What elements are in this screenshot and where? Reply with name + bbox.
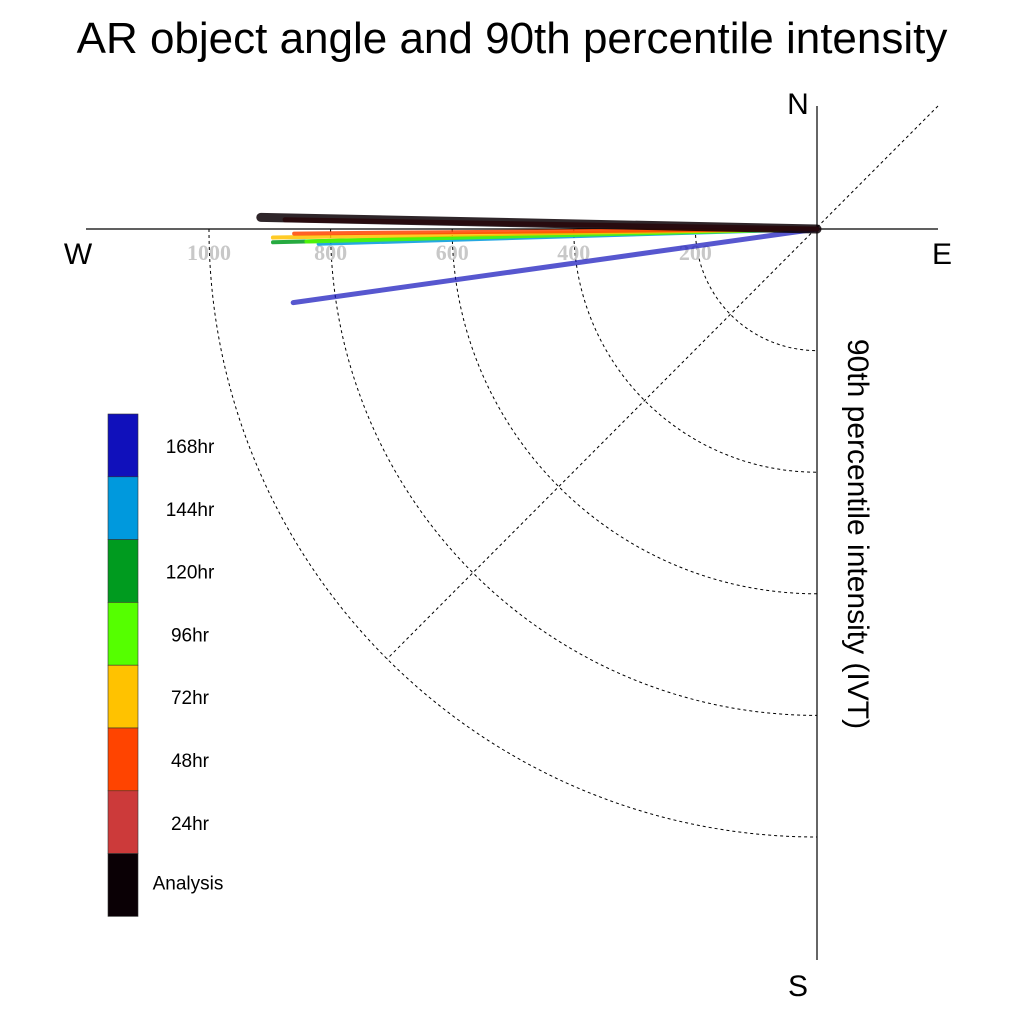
grid-arc	[208, 228, 818, 838]
legend-swatch-24hr	[107, 790, 139, 854]
radial-tick-label: 600	[436, 240, 469, 265]
legend-label-analysis: Analysis	[153, 874, 224, 895]
grid-diagonal	[386, 105, 939, 660]
legend-label-96hr: 96hr	[171, 625, 210, 646]
legend-label-72hr: 72hr	[171, 688, 210, 709]
chart-grid	[208, 105, 939, 838]
compass-label-east: E	[932, 238, 952, 271]
legend: 168hr 144hr 120hr 96hr 72hr 48hr 24hr Analysis	[107, 413, 224, 917]
compass-label-west: W	[64, 238, 93, 271]
legend-swatch-96hr	[107, 602, 139, 666]
compass-label-south: S	[788, 970, 808, 1003]
series-line-analysis	[256, 212, 822, 234]
y-axis-label: 90th percentile intensity (IVT)	[841, 339, 874, 729]
legend-label-168hr: 168hr	[166, 437, 215, 458]
legend-swatch-48hr	[107, 727, 139, 792]
legend-label-48hr: 48hr	[171, 751, 210, 772]
grid-arc	[573, 228, 818, 473]
chart-title: AR object angle and 90th percentile inte…	[76, 14, 948, 63]
legend-label-24hr: 24hr	[171, 814, 210, 835]
legend-swatch-72hr	[107, 664, 139, 729]
grid-arc	[451, 228, 818, 595]
legend-label-144hr: 144hr	[166, 500, 215, 521]
legend-swatch-120hr	[107, 539, 139, 603]
series-line-168hr	[290, 226, 820, 306]
grid-arc	[330, 228, 818, 716]
grid-arc	[694, 228, 818, 352]
series-lines	[256, 212, 822, 306]
chart-axes: N S E W	[64, 88, 952, 1003]
legend-swatch-168hr	[107, 413, 139, 478]
legend-swatch-analysis	[107, 853, 139, 917]
radial-tick-label: 1000	[187, 240, 231, 265]
legend-label-120hr: 120hr	[166, 563, 215, 584]
compass-label-north: N	[787, 88, 809, 121]
legend-swatch-144hr	[107, 476, 139, 540]
